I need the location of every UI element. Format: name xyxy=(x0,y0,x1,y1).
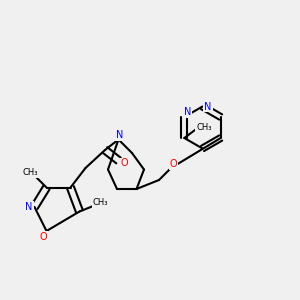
Text: O: O xyxy=(40,232,47,242)
Text: O: O xyxy=(169,159,177,170)
Text: O: O xyxy=(120,158,128,169)
Text: N: N xyxy=(116,130,124,140)
Text: CH₃: CH₃ xyxy=(196,123,212,132)
Text: N: N xyxy=(204,101,211,112)
Text: CH₃: CH₃ xyxy=(22,168,38,177)
Text: CH₃: CH₃ xyxy=(93,198,108,207)
Text: N: N xyxy=(26,202,33,212)
Text: N: N xyxy=(184,106,191,117)
